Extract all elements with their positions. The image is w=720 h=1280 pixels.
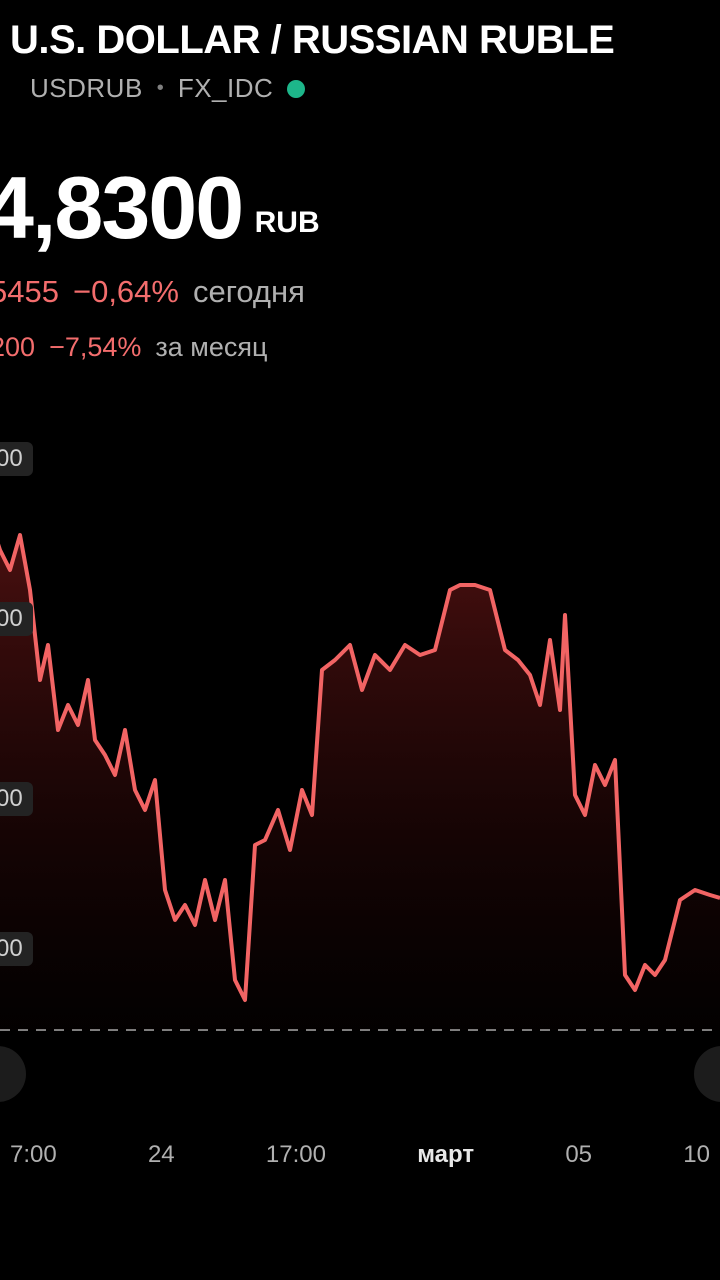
price-row: 4,8300 RUB (0, 164, 720, 252)
title-row: U.S. DOLLAR / RUSSIAN RUBLE (0, 18, 720, 63)
y-axis-tick-label: 00 (0, 782, 33, 816)
subtitle-row: USDRUB • FX_IDC (0, 73, 720, 104)
chart-area-fill (0, 520, 720, 1030)
change-month-label: за месяц (155, 332, 267, 363)
current-price: 4,8300 (0, 158, 242, 257)
separator-dot: • (157, 77, 164, 100)
change-today-label: сегодня (193, 274, 305, 310)
pair-title: U.S. DOLLAR / RUSSIAN RUBLE (10, 18, 614, 63)
price-block: 4,8300 RUB 5455 −0,64% сегодня 200 −7,54… (0, 164, 720, 363)
data-source[interactable]: FX_IDC (178, 73, 273, 104)
x-axis-tick-label: 05 (565, 1141, 592, 1169)
change-month-row: 200 −7,54% за месяц (0, 332, 720, 363)
x-axis-tick-label: 24 (148, 1141, 175, 1169)
change-today-row: 5455 −0,64% сегодня (0, 274, 720, 310)
x-axis-tick-label: 7:00 (10, 1141, 57, 1169)
y-axis-tick-label: 00 (0, 442, 33, 476)
change-today-pct: −0,64% (73, 274, 179, 310)
header: U.S. DOLLAR / RUSSIAN RUBLE USDRUB • FX_… (0, 0, 720, 104)
x-axis-labels: 7:00 24 17:00 март 05 10 (0, 1130, 720, 1180)
x-axis-tick-label: 17:00 (266, 1141, 326, 1169)
change-today-abs: 5455 (0, 274, 59, 310)
y-axis-tick-label: 00 (0, 602, 33, 636)
y-axis-tick-label: 00 (0, 932, 33, 966)
change-month-pct: −7,54% (49, 332, 141, 363)
x-axis-tick-label: март (417, 1141, 474, 1169)
x-axis-tick-label: 10 (683, 1141, 710, 1169)
live-status-icon (287, 80, 305, 98)
ticker-symbol[interactable]: USDRUB (30, 73, 143, 104)
chart-area[interactable]: 00 00 00 00 7:00 24 17:00 март 05 10 (0, 420, 720, 1180)
change-month-abs: 200 (0, 332, 35, 363)
price-unit: RUB (255, 206, 320, 239)
price-chart[interactable] (0, 420, 720, 1120)
